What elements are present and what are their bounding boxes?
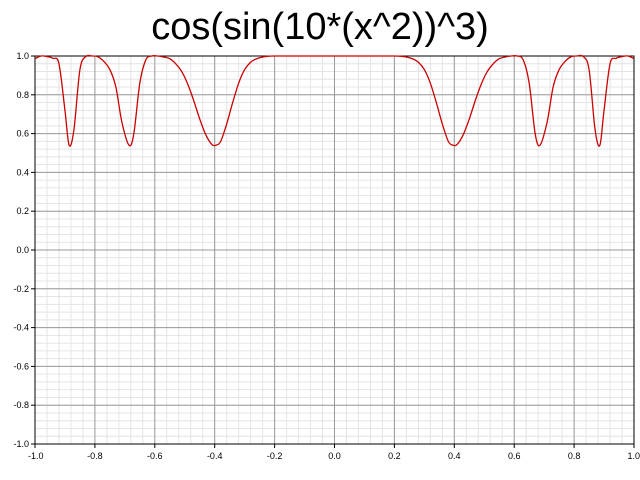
y-tick-label: -0.6 — [13, 361, 29, 371]
y-axis-ticks: 1.0 0.8 0.6 0.4 0.2 0.0 -0.2 -0.4 -0.6 -0.8 -1.0 — [13, 51, 35, 449]
x-tick-label: 0.0 — [328, 451, 341, 461]
y-tick-label: 0.2 — [16, 206, 29, 216]
y-tick-label: 0.4 — [16, 167, 29, 177]
series-layer — [34, 54, 635, 147]
chart-title: cos(sin(10*(x^2))^3) — [151, 6, 489, 48]
y-tick-label: -1.0 — [13, 439, 29, 449]
x-axis-ticks: -1.0 -0.8 -0.6 -0.4 -0.2 0.0 0.2 0.4 0.6 0.8 1.0 — [28, 444, 640, 461]
x-tick-label: 0.4 — [448, 451, 461, 461]
x-tick-label: 1.0 — [627, 451, 640, 461]
major-grid — [34, 55, 635, 445]
x-tick-label: -0.4 — [207, 451, 223, 461]
y-tick-label: 0.8 — [16, 90, 29, 100]
x-tick-label: -0.8 — [87, 451, 103, 461]
y-tick-label: -0.8 — [13, 400, 29, 410]
x-tick-label: 0.8 — [568, 451, 581, 461]
x-tick-label: -1.0 — [28, 451, 44, 461]
y-tick-label: 0.6 — [16, 129, 29, 139]
y-tick-label: -0.2 — [13, 284, 29, 294]
x-tick-label: 0.2 — [388, 451, 401, 461]
y-tick-label: 0.0 — [16, 245, 29, 255]
series-line-0 — [34, 54, 635, 147]
y-tick-label: 1.0 — [16, 51, 29, 61]
x-tick-label: -0.6 — [147, 451, 163, 461]
x-tick-label: -0.2 — [267, 451, 283, 461]
y-tick-label: -0.4 — [13, 323, 29, 333]
x-tick-label: 0.6 — [508, 451, 521, 461]
